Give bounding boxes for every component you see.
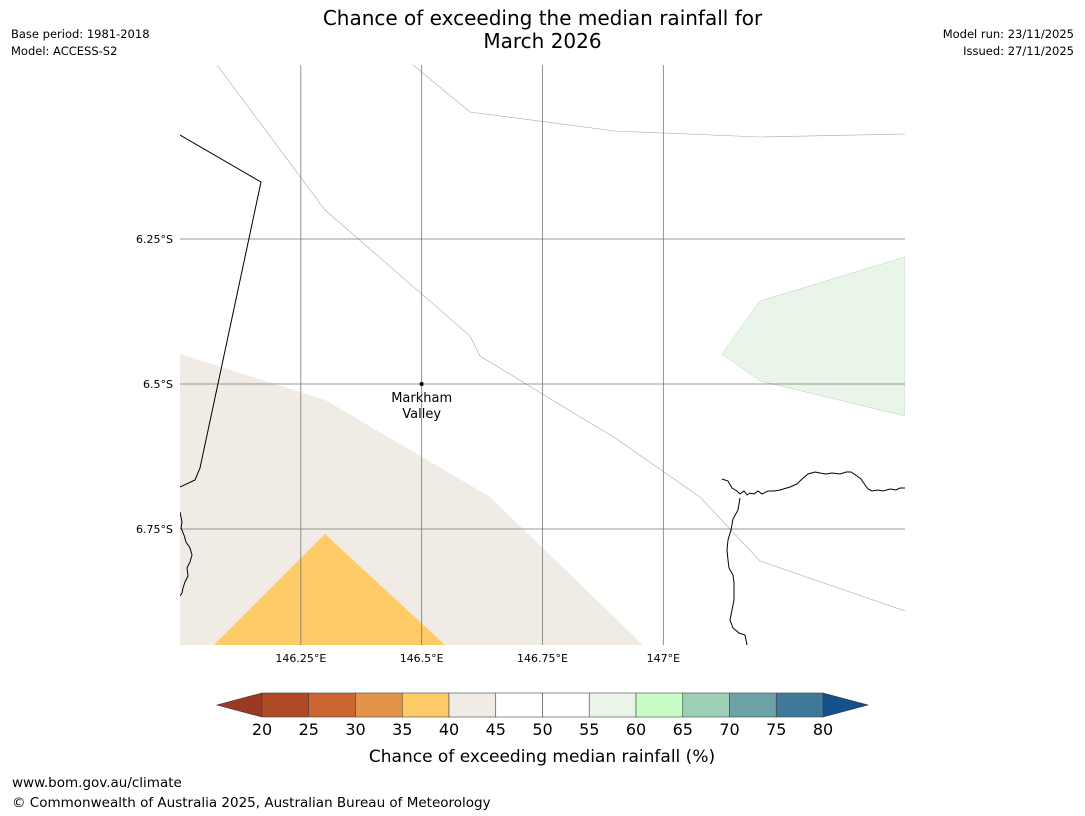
huon-coast xyxy=(721,471,905,496)
colorbar-swatch xyxy=(261,692,310,718)
footer-website: www.bom.gov.au/climate xyxy=(12,775,182,791)
colorbar-swatch xyxy=(448,692,497,718)
colorbar-swatch xyxy=(729,692,777,718)
colorbar-swatch xyxy=(495,692,543,718)
colorbar-tick-label: 45 xyxy=(486,720,506,739)
colorbar-tick-label: 20 xyxy=(252,720,272,739)
model-name: Model: ACCESS-S2 xyxy=(11,44,118,58)
title-line-2: March 2026 xyxy=(483,29,602,53)
base-period: Base period: 1981-2018 xyxy=(11,27,150,41)
probability-region-55-60 xyxy=(721,256,905,417)
gridlines xyxy=(180,65,905,645)
colorbar-tick-label: 35 xyxy=(392,720,412,739)
lat-tick-label: 6.5°S xyxy=(143,378,173,391)
colorbar-over-arrow xyxy=(822,692,870,718)
lon-tick-label: 146.25°E xyxy=(275,652,326,665)
colorbar-swatch xyxy=(355,692,403,718)
colorbar-ticks: 20 25 30 35 40 45 50 55 60 65 70 75 80 xyxy=(252,720,833,739)
colorbar-tick-label: 25 xyxy=(299,720,319,739)
place-label-line2: Valley xyxy=(402,407,441,422)
colorbar-swatch xyxy=(542,692,590,718)
colorbar-tick-label: 65 xyxy=(673,720,693,739)
colorbar-tick-label: 75 xyxy=(766,720,786,739)
colorbar-under-arrow xyxy=(215,692,263,718)
colorbar-tick-label: 60 xyxy=(626,720,646,739)
colorbar-tick-label: 30 xyxy=(345,720,365,739)
coastlines xyxy=(180,134,905,645)
colorbar-swatch xyxy=(308,692,356,718)
colorbar-tick-label: 40 xyxy=(439,720,459,739)
lon-tick-label: 147°E xyxy=(647,652,680,665)
colorbar-tick-label: 70 xyxy=(719,720,739,739)
place-marker-dot xyxy=(419,382,424,386)
border-line xyxy=(180,134,262,488)
meta-right: Model run: 23/11/2025 Issued: 27/11/2025 xyxy=(943,26,1074,60)
probability-region-35-40 xyxy=(214,534,445,645)
colorbar-tick-label: 55 xyxy=(579,720,599,739)
colorbar-swatch xyxy=(775,692,824,718)
west-coast xyxy=(180,511,193,597)
huon-coast-south xyxy=(726,497,748,645)
colorbar-swatch xyxy=(682,692,730,718)
colorbar-swatch xyxy=(635,692,684,718)
colorbar-tick-label: 80 xyxy=(813,720,833,739)
title-line-1: Chance of exceeding the median rainfall … xyxy=(322,6,763,30)
lat-tick-label: 6.75°S xyxy=(136,523,173,536)
model-run: Model run: 23/11/2025 xyxy=(942,27,1074,41)
axis-labels: 6.25°S 6.5°S 6.75°S 146.25°E 146.5°E 146.75°E… xyxy=(136,233,680,665)
lon-tick-label: 146.75°E xyxy=(517,652,568,665)
issued-date: Issued: 27/11/2025 xyxy=(963,44,1074,58)
colorbar-label: Chance of exceeding median rainfall (%) xyxy=(369,747,715,767)
place-label-line1: Markham xyxy=(391,391,452,406)
lat-tick-label: 6.25°S xyxy=(136,233,173,246)
province-boundaries xyxy=(216,65,905,612)
map-title: Chance of exceeding the median rainfall … xyxy=(0,7,1085,53)
colorbar-swatch xyxy=(588,692,637,718)
colorbar-tick-label: 50 xyxy=(532,720,552,739)
colorbar-swatch xyxy=(401,692,450,718)
meta-left: Base period: 1981-2018 Model: ACCESS-S2 xyxy=(11,26,150,60)
footer-copyright: © Commonwealth of Australia 2025, Austra… xyxy=(12,795,491,811)
lon-tick-label: 146.5°E xyxy=(400,652,444,665)
colorbar-swatches xyxy=(215,692,870,718)
